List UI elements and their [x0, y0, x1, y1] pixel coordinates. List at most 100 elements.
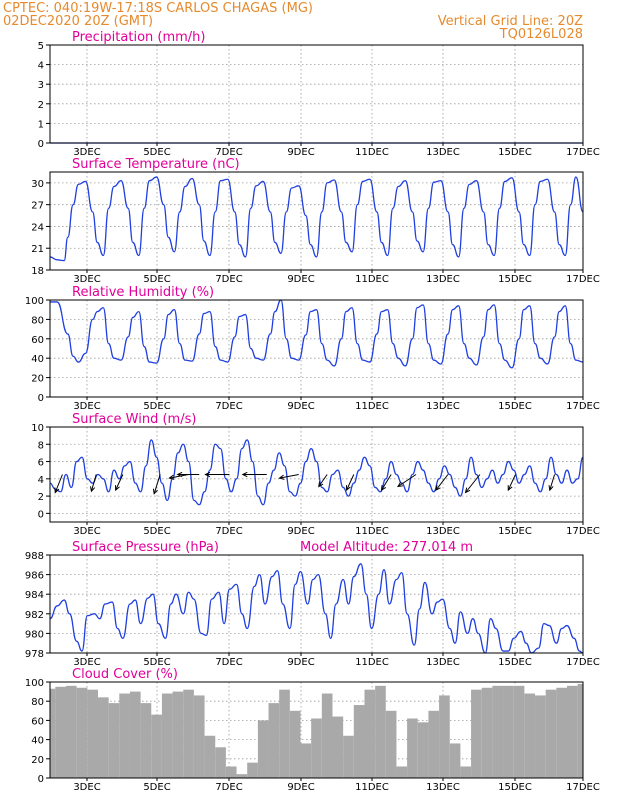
surface-temperature-panel: 18 21 24 27 30 3DEC 5DEC 7DEC 9DEC 11DEC 13DEC 15DE…	[31, 157, 600, 285]
cloud-bar	[76, 687, 88, 778]
cloud-bar	[119, 693, 130, 778]
relative-humidity-ytick-label: 20	[31, 374, 44, 385]
relative-humidity-xtick-label: 13DEC	[426, 401, 460, 412]
surface-pressure-ytick-label: 982	[25, 610, 44, 621]
precipitation-xtick-label: 9DEC	[287, 147, 314, 158]
cloud-cover-xtick-label: 3DEC	[73, 782, 100, 793]
surface-temperature-ytick-label: 24	[31, 222, 44, 233]
cloud-cover-panel: 0 20 40 60 80 100 3DEC 5DEC 7DEC 9DEC 11DEC 13DEC 15…	[25, 667, 600, 793]
surface-temperature-line	[49, 176, 584, 262]
wind-arrow	[548, 474, 556, 492]
precipitation-frame	[49, 44, 584, 144]
precipitation-ytick-label: 1	[38, 119, 44, 130]
cloud-cover-xtick-label: 5DEC	[143, 782, 170, 793]
cloud-cover-xtick-label: 17DEC	[566, 782, 600, 793]
wind-arrow	[380, 474, 392, 492]
precipitation-ytick-label: 0	[38, 139, 44, 150]
cloud-bar	[215, 747, 226, 778]
precipitation-ytick-label: 5	[38, 41, 44, 52]
cloud-bar	[396, 766, 408, 778]
cloud-bar	[513, 685, 525, 778]
surface-pressure-xtick-label: 13DEC	[426, 657, 460, 668]
surface-pressure-xtick-label: 11DEC	[355, 657, 389, 668]
relative-humidity-xtick-label: 15DEC	[498, 401, 532, 412]
cloud-bar	[321, 693, 333, 778]
relative-humidity-xtick-label: 17DEC	[566, 401, 600, 412]
precipitation-xtick-label: 13DEC	[426, 147, 460, 158]
surface-wind-ytick-label: 8	[38, 440, 44, 451]
cloud-bar	[428, 710, 440, 778]
surface-pressure-xtick-label: 3DEC	[73, 657, 100, 668]
surface-temperature-title: Surface Temperature (nC)	[72, 157, 240, 172]
cloud-cover-xtick-label: 15DEC	[498, 782, 532, 793]
surface-pressure-xtick-label: 7DEC	[215, 657, 242, 668]
wind-arrow	[241, 471, 267, 478]
cloud-bar	[353, 705, 365, 778]
precipitation-xtick-label: 15DEC	[498, 147, 532, 158]
cloud-bar	[247, 762, 258, 778]
wind-arrow	[90, 474, 97, 493]
cloud-bar	[97, 697, 109, 778]
wind-arrow	[176, 471, 200, 478]
cloud-bar	[172, 691, 184, 778]
surface-wind-frame	[49, 426, 584, 523]
cloud-bar	[225, 766, 237, 778]
surface-pressure-ytick-label: 984	[25, 590, 44, 601]
wind-arrow	[115, 474, 124, 492]
surface-temperature-ytick-label: 27	[31, 201, 44, 212]
wind-arrow	[397, 474, 417, 488]
cloud-bar	[332, 716, 344, 778]
surface-temperature-xtick-label: 7DEC	[215, 274, 242, 285]
surface-wind-ytick-label: 10	[31, 423, 44, 434]
relative-humidity-xtick-label: 9DEC	[287, 401, 314, 412]
header: CPTEC: 040:19W-17:18S CARLOS CHAGAS (MG)…	[3, 1, 583, 42]
relative-humidity-xtick-label: 11DEC	[355, 401, 389, 412]
surface-temperature-xtick-label: 13DEC	[426, 274, 460, 285]
cloud-cover-frame	[49, 681, 584, 779]
precipitation-ytick-label: 4	[38, 61, 44, 72]
wind-arrow	[204, 471, 230, 478]
surface-wind-xtick-label: 13DEC	[426, 526, 460, 537]
cloud-bar	[87, 689, 98, 778]
wind-arrow	[346, 474, 355, 492]
relative-humidity-ytick-label: 40	[31, 354, 44, 365]
cloud-bar	[129, 691, 141, 778]
surface-wind-xtick-label: 7DEC	[215, 526, 242, 537]
surface-pressure-line	[49, 563, 584, 654]
relative-humidity-xtick-label: 5DEC	[143, 401, 170, 412]
relative-humidity-panel: 0 20 40 60 80 100 3DEC 5DEC 7DEC 9DEC 11DEC 13DEC 15…	[25, 285, 600, 412]
header-run-time: 02DEC2020 20Z (GMT)	[3, 14, 153, 29]
cloud-bar	[364, 689, 376, 778]
precipitation-ytick-label: 2	[38, 100, 44, 111]
header-station: CPTEC: 040:19W-17:18S CARLOS CHAGAS (MG)	[3, 1, 313, 16]
cloud-bar	[50, 688, 56, 778]
relative-humidity-xtick-label: 3DEC	[73, 401, 100, 412]
surface-temperature-ytick-label: 30	[31, 179, 44, 190]
cloud-bar	[545, 689, 557, 778]
precipitation-ytick-label: 3	[38, 80, 44, 91]
surface-wind-ytick-label: 4	[38, 475, 44, 486]
surface-pressure-xtick-label: 9DEC	[287, 657, 314, 668]
cloud-cover-xtick-label: 7DEC	[215, 782, 242, 793]
surface-pressure-xtick-label: 17DEC	[566, 657, 600, 668]
cloud-bar	[300, 743, 312, 778]
wind-arrow	[278, 474, 299, 480]
relative-humidity-line	[50, 299, 584, 369]
cloud-bar	[151, 714, 162, 778]
surface-temperature-xtick-label: 3DEC	[73, 274, 100, 285]
surface-pressure-annotation: Model Altitude: 277.014 m	[300, 540, 473, 555]
surface-temperature-xtick-label: 5DEC	[143, 274, 170, 285]
cloud-cover-ytick-label: 100	[25, 678, 44, 689]
wind-arrow	[168, 474, 189, 480]
surface-temperature-ytick-label: 21	[31, 244, 44, 255]
surface-temperature-frame	[49, 171, 584, 271]
surface-wind-xtick-label: 17DEC	[566, 526, 600, 537]
surface-pressure-ytick-label: 986	[25, 571, 44, 582]
cloud-bar	[577, 683, 583, 778]
surface-wind-xtick-label: 3DEC	[73, 526, 100, 537]
wind-arrow	[464, 474, 481, 494]
cloud-bar	[385, 710, 397, 778]
cloud-bar	[311, 718, 322, 778]
relative-humidity-title: Relative Humidity (%)	[72, 285, 214, 300]
